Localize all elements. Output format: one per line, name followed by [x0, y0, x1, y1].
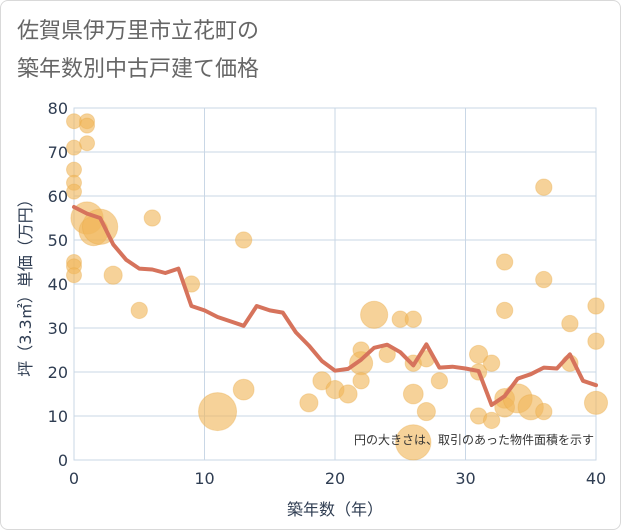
y-tick-label: 40 [48, 275, 68, 294]
x-tick-label: 10 [194, 469, 214, 488]
bubble-point [468, 344, 489, 364]
trend-line-series [72, 205, 598, 407]
bubble-point [360, 300, 389, 329]
bubble-point [495, 253, 514, 271]
bubble-point [404, 310, 422, 328]
bubble-point [232, 378, 255, 401]
y-tick-label: 30 [48, 319, 68, 338]
bubble-point [416, 402, 436, 422]
y-tick-label: 70 [48, 143, 68, 162]
bubble-point [587, 297, 605, 315]
bubble-point [79, 135, 96, 152]
bubble-point [352, 372, 370, 390]
chart-title-line-2: 築年数別中古戸建て価格 [17, 57, 260, 82]
y-tick-label: 10 [48, 407, 68, 426]
trend-line [72, 205, 598, 407]
x-axis-ticks: 0 10 20 30 40 [69, 469, 606, 488]
bubble-point [103, 265, 123, 285]
y-tick-label: 20 [48, 363, 68, 382]
y-axis-title: 坪（3.3㎡）単価（万円） [16, 191, 35, 376]
grid-lines [73, 107, 597, 461]
bubble-point [299, 393, 319, 413]
bubble-point [535, 178, 553, 196]
x-tick-label: 40 [586, 469, 606, 488]
bubble-point [482, 354, 501, 372]
size-note: 円の大きさは、取引のあった物件面積を示す [354, 432, 594, 447]
bubble-point [430, 372, 449, 390]
x-tick-label: 0 [69, 469, 79, 488]
x-tick-label: 20 [325, 469, 345, 488]
bubble-point [587, 332, 605, 350]
x-tick-label: 30 [455, 469, 475, 488]
bubble-point [312, 371, 332, 391]
x-axis-title: 築年数（年） [287, 500, 383, 519]
bubble-point [495, 301, 514, 320]
bubble-series [66, 113, 609, 461]
bubble-point [79, 117, 96, 134]
y-axis-ticks: 0 10 20 30 40 50 60 70 80 [48, 99, 68, 470]
y-tick-label: 0 [58, 451, 68, 470]
bubble-point [130, 301, 148, 320]
bubble-point [583, 390, 609, 415]
bubble-point [143, 209, 161, 227]
bubble-point [66, 267, 82, 284]
bubble-point [561, 314, 579, 333]
bubble-point [402, 383, 424, 405]
bubble-point [535, 402, 553, 421]
bubble-point [66, 183, 82, 200]
bubble-point [198, 392, 238, 432]
bubble-point [535, 270, 553, 289]
bubble-point [234, 231, 253, 249]
bubble-point [482, 411, 501, 430]
bubble-point [338, 384, 358, 404]
chart-title-line-1: 佐賀県伊万里市立花町の [17, 19, 260, 44]
bubble-point [395, 424, 432, 461]
y-tick-label: 50 [48, 231, 68, 250]
y-tick-label: 60 [48, 187, 68, 206]
y-tick-label: 80 [48, 99, 68, 118]
chart-title: 佐賀県伊万里市立花町の 築年数別中古戸建て価格 [17, 13, 259, 89]
